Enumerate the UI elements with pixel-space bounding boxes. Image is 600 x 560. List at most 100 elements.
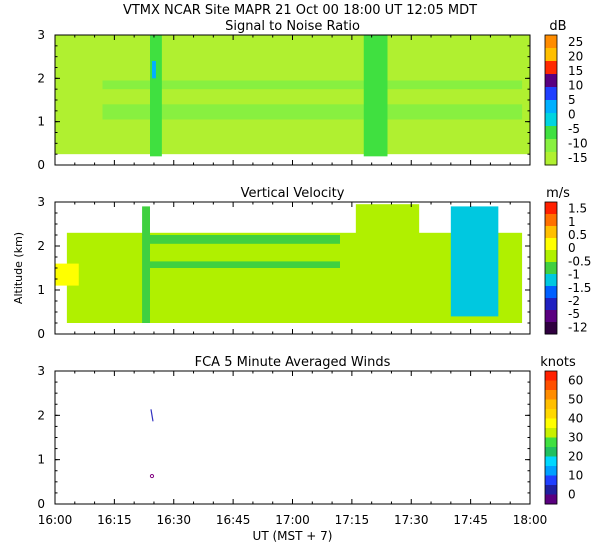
colorbar-segment — [545, 466, 557, 476]
colorbar-segment — [545, 298, 557, 311]
y-tick-label: 0 — [37, 327, 45, 341]
colorbar-segment — [545, 428, 557, 438]
panel-title-2: Vertical Velocity — [241, 186, 345, 201]
colorbar-segment — [545, 61, 557, 75]
colorbar-segment — [545, 437, 557, 448]
colorbar-label: 0 — [568, 488, 576, 502]
colorbar-label: -12 — [568, 320, 588, 334]
y-tick-label: 1 — [37, 453, 45, 467]
data-region — [102, 80, 523, 90]
colorbar-label: 10 — [568, 469, 583, 483]
y-axis-label: Altitude (km) — [12, 232, 25, 304]
colorbar-segment — [545, 485, 557, 495]
colorbar-label: 40 — [568, 412, 583, 426]
colorbar-segment — [545, 113, 557, 127]
x-tick-label: 16:00 — [38, 513, 73, 527]
colorbar-label: -10 — [568, 136, 588, 150]
colorbar-segment — [545, 202, 557, 215]
panel-title-1: Signal to Noise Ratio — [225, 19, 360, 34]
data-region — [363, 35, 388, 157]
data-region — [102, 104, 523, 120]
y-tick-label: 0 — [37, 497, 45, 511]
colorbar-label: 10 — [568, 79, 583, 93]
colorbar-label: -1 — [568, 268, 580, 282]
colorbar-segment — [545, 214, 557, 227]
colorbar-segment — [545, 100, 557, 114]
data-region — [55, 263, 79, 286]
x-tick-label: 16:45 — [216, 513, 251, 527]
panel-title-3: FCA 5 Minute Averaged Winds — [195, 355, 391, 370]
colorbar-segment — [545, 322, 557, 335]
y-tick-label: 0 — [37, 158, 45, 172]
colorbar-label: -1.5 — [568, 281, 591, 295]
data-region — [151, 61, 156, 79]
colorbar-label: -5 — [568, 307, 580, 321]
colorbar-segment — [545, 409, 557, 419]
y-tick-label: 2 — [37, 408, 45, 422]
colorbar-segment — [545, 35, 557, 49]
y-tick-label: 2 — [37, 71, 45, 85]
data-region — [150, 235, 340, 244]
colorbar-label: 50 — [568, 393, 583, 407]
y-tick-label: 3 — [37, 28, 45, 42]
x-tick-label: 16:15 — [97, 513, 132, 527]
colorbar-segment — [545, 274, 557, 287]
y-tick-label: 1 — [37, 283, 45, 297]
panel-unit-2: m/s — [546, 186, 570, 201]
header-title: VTMX NCAR Site MAPR 21 Oct 00 18:00 UT 1… — [123, 3, 477, 18]
colorbar-segment — [545, 286, 557, 299]
colorbar-label: 20 — [568, 450, 583, 464]
x-tick-label: 17:15 — [335, 513, 370, 527]
colorbar-segment — [545, 447, 557, 457]
y-tick-label: 3 — [37, 364, 45, 378]
colorbar-label: -2 — [568, 294, 580, 308]
data-region — [142, 206, 150, 323]
y-tick-label: 2 — [37, 239, 45, 253]
colorbar-label: 0 — [568, 241, 576, 255]
colorbar-label: -5 — [568, 122, 580, 136]
colorbar-segment — [545, 418, 557, 429]
colorbar-label: 1 — [568, 215, 576, 229]
wind-point — [149, 473, 155, 479]
colorbar-frame — [544, 201, 558, 335]
colorbar-segment — [545, 139, 557, 153]
x-tick-label: 17:30 — [394, 513, 429, 527]
colorbar-segment — [545, 380, 557, 391]
colorbar-label: 15 — [568, 64, 583, 78]
data-region — [150, 35, 162, 157]
colorbar-label: 25 — [568, 35, 583, 49]
x-axis-label: UT (MST + 7) — [253, 529, 333, 543]
colorbar-label: -15 — [568, 151, 588, 165]
colorbar-segment — [545, 475, 557, 486]
colorbar-segment — [545, 250, 557, 263]
x-tick-label: 17:45 — [453, 513, 488, 527]
colorbar-frame — [544, 370, 558, 505]
colorbar-label: 20 — [568, 50, 583, 64]
wind-barb — [150, 409, 154, 422]
colorbar-segment — [545, 494, 557, 505]
colorbar-frame — [544, 34, 558, 166]
colorbar-segment — [545, 310, 557, 323]
colorbar-label: 1.5 — [568, 202, 587, 216]
data-region — [355, 204, 420, 321]
colorbar-segment — [545, 152, 557, 166]
colorbar-segment — [545, 87, 557, 101]
panel-unit-3: knots — [540, 355, 576, 370]
colorbar-segment — [545, 456, 557, 467]
x-tick-label: 18:00 — [513, 513, 548, 527]
colorbar-label: 5 — [568, 93, 576, 107]
colorbar-label: 60 — [568, 374, 583, 388]
colorbar-segment — [545, 126, 557, 140]
colorbar-segment — [545, 390, 557, 400]
colorbar-segment — [545, 74, 557, 88]
colorbar-label: 0 — [568, 107, 576, 121]
panel-unit-1: dB — [549, 19, 566, 34]
x-tick-label: 16:30 — [156, 513, 191, 527]
data-region — [150, 261, 340, 268]
x-tick-label: 17:00 — [275, 513, 310, 527]
plot-frame — [54, 370, 531, 505]
colorbar-label: 0.5 — [568, 228, 587, 242]
y-tick-label: 1 — [37, 115, 45, 129]
colorbar-label: -0.5 — [568, 254, 591, 268]
